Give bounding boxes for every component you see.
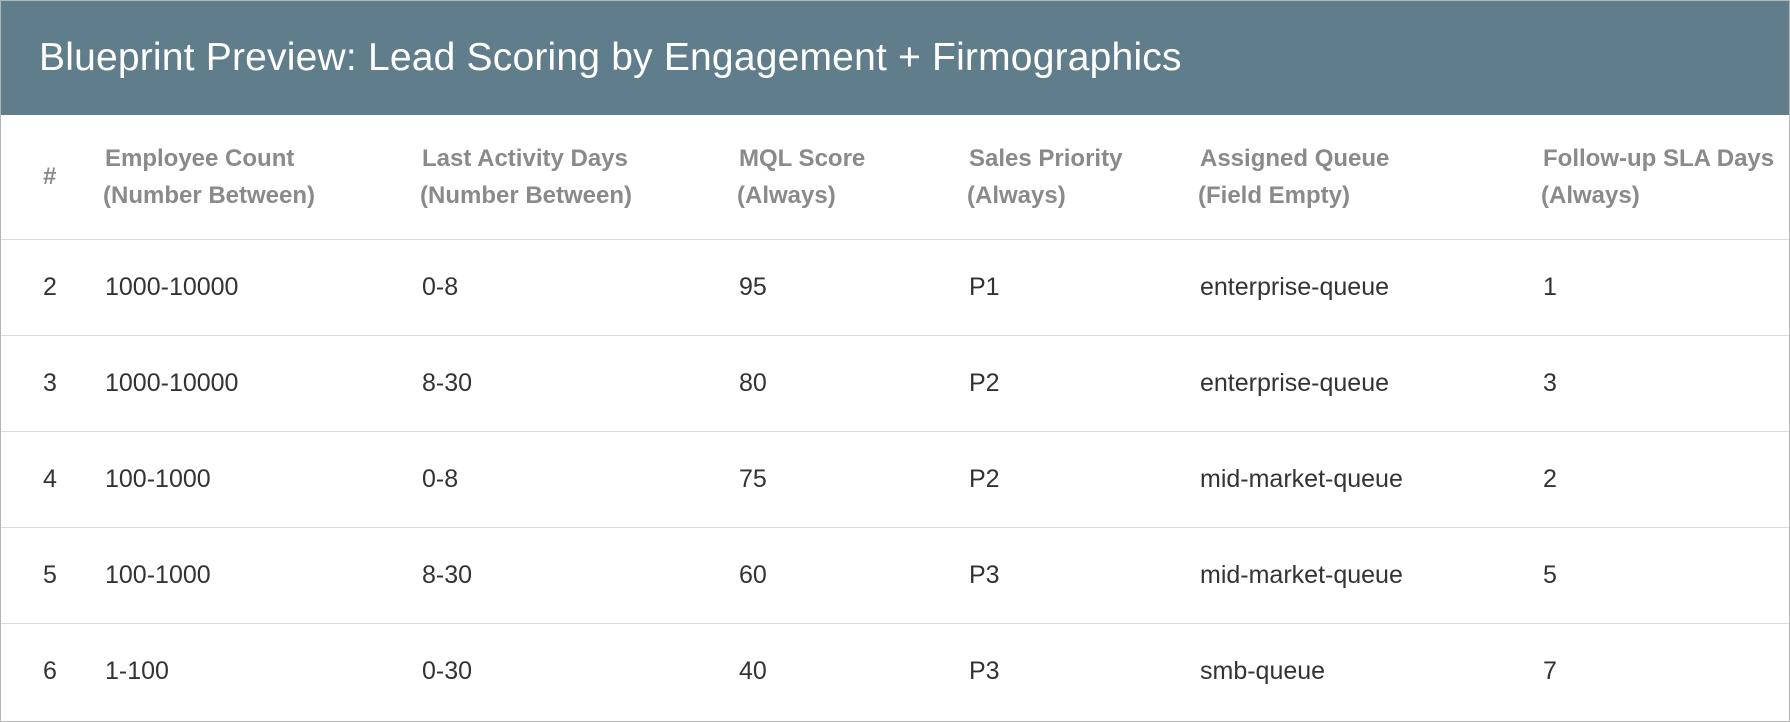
column-header-follow-up-sla-days: Follow-up SLA Days (Always) — [1541, 115, 1789, 239]
title-bar: Blueprint Preview: Lead Scoring by Engag… — [1, 1, 1789, 115]
column-header-condition: (Number Between) — [420, 181, 633, 209]
column-header-condition: (Always) — [1541, 181, 1640, 209]
cell-sales-priority: P1 — [969, 272, 1000, 301]
cell-last-activity-days: 8-30 — [422, 368, 473, 397]
cell-row-number: 2 — [43, 272, 57, 301]
cell-assigned-queue: mid-market-queue — [1200, 560, 1403, 589]
column-header-label: # — [43, 163, 57, 191]
column-header-condition: (Always) — [737, 181, 836, 209]
cell-mql-score: 80 — [739, 368, 767, 397]
cell-mql-score: 95 — [739, 272, 767, 301]
cell-row-number: 6 — [43, 656, 57, 685]
cell-mql-score: 60 — [739, 560, 767, 589]
cell-mql-score: 75 — [739, 464, 767, 493]
table-header-row: # Employee Count (Number Between) Last A… — [1, 115, 1789, 239]
column-header-label: MQL Score — [739, 144, 866, 172]
cell-employee-count: 100-1000 — [105, 464, 211, 493]
table-row: 5 100-1000 8-30 60 P3 mid-market-queue 5 — [1, 527, 1789, 623]
table-row: 6 1-100 0-30 40 P3 smb-queue 7 — [1, 623, 1789, 719]
cell-sales-priority: P3 — [969, 560, 1000, 589]
cell-employee-count: 100-1000 — [105, 560, 211, 589]
cell-sales-priority: P2 — [969, 464, 1000, 493]
cell-employee-count: 1000-10000 — [105, 368, 239, 397]
column-header-assigned-queue: Assigned Queue (Field Empty) — [1198, 115, 1543, 239]
cell-sales-priority: P3 — [969, 656, 1000, 685]
cell-follow-up-sla-days: 2 — [1543, 464, 1557, 493]
cell-row-number: 3 — [43, 368, 57, 397]
cell-follow-up-sla-days: 3 — [1543, 368, 1557, 397]
table-row: 4 100-1000 0-8 75 P2 mid-market-queue 2 — [1, 431, 1789, 527]
table-row: 2 1000-10000 0-8 95 P1 enterprise-queue … — [1, 239, 1789, 335]
cell-row-number: 5 — [43, 560, 57, 589]
column-header-label: Employee Count — [105, 144, 295, 172]
cell-follow-up-sla-days: 7 — [1543, 656, 1557, 685]
cell-assigned-queue: smb-queue — [1200, 656, 1326, 685]
column-header-label: Last Activity Days — [422, 144, 628, 172]
cell-mql-score: 40 — [739, 656, 767, 685]
cell-last-activity-days: 0-8 — [422, 464, 459, 493]
cell-last-activity-days: 8-30 — [422, 560, 473, 589]
cell-employee-count: 1-100 — [105, 656, 169, 685]
column-header-condition: (Number Between) — [103, 181, 316, 209]
column-header-last-activity-days: Last Activity Days (Number Between) — [420, 115, 739, 239]
column-header-employee-count: Employee Count (Number Between) — [103, 115, 422, 239]
cell-assigned-queue: enterprise-queue — [1200, 368, 1390, 397]
table-row: 3 1000-10000 8-30 80 P2 enterprise-queue… — [1, 335, 1789, 431]
column-header-mql-score: MQL Score (Always) — [737, 115, 969, 239]
cell-row-number: 4 — [43, 464, 57, 493]
column-header-condition: (Field Empty) — [1198, 181, 1351, 209]
cell-last-activity-days: 0-8 — [422, 272, 459, 301]
column-header-label: Sales Priority — [969, 144, 1123, 172]
column-header-sales-priority: Sales Priority (Always) — [967, 115, 1200, 239]
cell-assigned-queue: enterprise-queue — [1200, 272, 1390, 301]
page-title: Blueprint Preview: Lead Scoring by Engag… — [39, 36, 1182, 79]
cell-sales-priority: P2 — [969, 368, 1000, 397]
cell-assigned-queue: mid-market-queue — [1200, 464, 1403, 493]
cell-follow-up-sla-days: 1 — [1543, 272, 1557, 301]
preview-table: # Employee Count (Number Between) Last A… — [1, 115, 1789, 719]
column-header-row-number: # — [1, 115, 105, 239]
column-header-label: Assigned Queue — [1200, 144, 1390, 172]
column-header-condition: (Always) — [967, 181, 1066, 209]
cell-last-activity-days: 0-30 — [422, 656, 473, 685]
cell-employee-count: 1000-10000 — [105, 272, 239, 301]
cell-follow-up-sla-days: 5 — [1543, 560, 1557, 589]
column-header-label: Follow-up SLA Days — [1543, 144, 1775, 172]
